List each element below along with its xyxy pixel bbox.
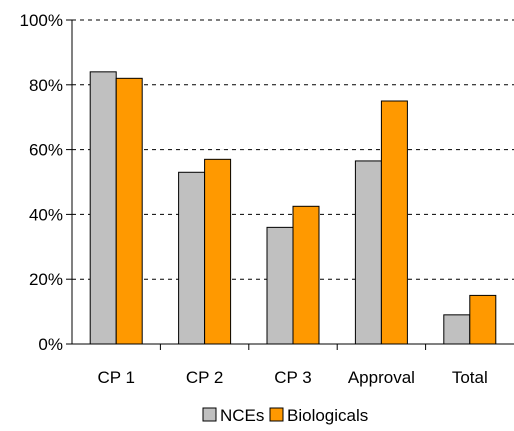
gridlines	[72, 19, 514, 280]
legend-swatch-nces	[202, 407, 217, 422]
bar-nces	[443, 314, 471, 345]
y-tick-label: 40%	[29, 205, 63, 224]
bar-nces	[354, 160, 382, 345]
bar-biologicals	[204, 158, 232, 345]
bar-biologicals	[469, 294, 497, 345]
y-tick-label: 80%	[29, 76, 63, 95]
legend: NCEs Biologicals	[202, 406, 368, 425]
axes	[66, 19, 514, 350]
legend-label-biologicals: Biologicals	[287, 406, 368, 425]
y-tick-label: 100%	[20, 11, 63, 30]
x-tick-label: Total	[452, 368, 488, 387]
bar-nces	[89, 71, 117, 345]
y-tick-label: 0%	[38, 335, 63, 354]
legend-swatch-biologicals	[269, 407, 284, 422]
x-tick-label: CP 1	[97, 368, 135, 387]
bar-biologicals	[292, 205, 320, 345]
legend-label-nces: NCEs	[220, 406, 264, 425]
y-tick-labels: 0% 20% 40% 60% 80% 100%	[20, 11, 63, 354]
bar-biologicals	[380, 100, 408, 345]
x-tick-label: CP 2	[186, 368, 224, 387]
bar-nces	[266, 226, 294, 345]
bar-nces	[178, 171, 206, 345]
x-tick-label: Approval	[348, 368, 415, 387]
x-tick-label: CP 3	[274, 368, 312, 387]
x-tick-labels: CP 1 CP 2 CP 3 Approval Total	[97, 368, 487, 387]
bars	[89, 71, 497, 345]
y-tick-label: 60%	[29, 141, 63, 160]
bar-biologicals	[115, 77, 143, 345]
y-tick-label: 20%	[29, 270, 63, 289]
